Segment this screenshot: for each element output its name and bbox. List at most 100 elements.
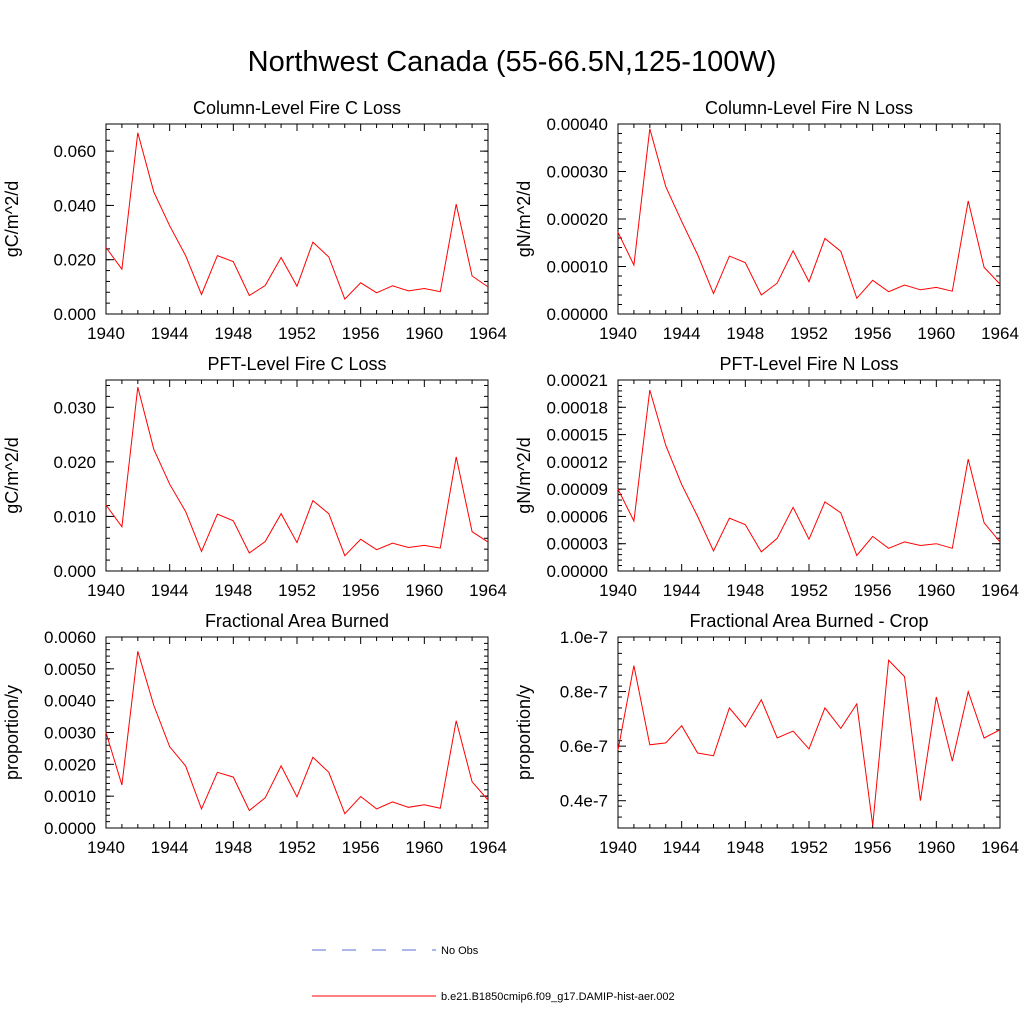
y-tick-label: 0.00021 <box>547 371 608 390</box>
x-tick-label: 1952 <box>278 324 316 343</box>
chart-panel-3: 1940 1944 1948 1952 1956 1960 1964 0.000 0.010 0.… <box>2 354 507 600</box>
y-tick-label: 0.00000 <box>547 562 608 581</box>
chart-panel-6: 1940 1944 1948 1952 1956 1960 1964 0.4e-7 0.6e-7… <box>514 611 1019 857</box>
y-tick-label: 0.00003 <box>547 535 608 554</box>
plot-frame <box>617 123 1001 315</box>
figure-title: Northwest Canada (55-66.5N,125-100W) <box>247 46 777 78</box>
y-tick-label: 0.00009 <box>547 480 608 499</box>
x-tick-label: 1964 <box>981 581 1019 600</box>
x-tick-label: 1948 <box>726 581 764 600</box>
y-tick-label: 0.020 <box>53 453 96 472</box>
y-tick-label: 0.4e-7 <box>560 792 608 811</box>
x-tick-label: 1940 <box>87 838 125 857</box>
x-tick-label: 1960 <box>405 581 443 600</box>
chart-panel-2: 1940 1944 1948 1952 1956 1960 1964 0.00000 0.000… <box>514 98 1019 343</box>
plot-frame <box>105 636 489 829</box>
y-tick-label: 0.010 <box>53 507 96 526</box>
x-tick-label: 1964 <box>981 838 1019 857</box>
x-tick-label: 1960 <box>405 838 443 857</box>
series-line <box>105 132 489 301</box>
legend-label-run: b.e21.B1850cmip6.f09_g17.DAMIP-hist-aer.… <box>441 991 675 1003</box>
y-tick-label: 0.060 <box>53 142 96 161</box>
legend: No Obs b.e21.B1850cmip6.f09_g17.DAMIP-his… <box>312 945 675 1003</box>
series-line <box>105 386 489 557</box>
y-tick-label: 0.6e-7 <box>560 737 608 756</box>
x-tick-label: 1964 <box>469 838 507 857</box>
chart-panel-4: 1940 1944 1948 1952 1956 1960 1964 0.00000 0.000… <box>514 354 1019 600</box>
x-tick-label: 1964 <box>469 324 507 343</box>
y-tick-label: 0.030 <box>53 398 96 417</box>
y-tick-label: 0.0040 <box>44 692 96 711</box>
y-tick-label: 0.0030 <box>44 724 96 743</box>
x-tick-label: 1956 <box>854 838 892 857</box>
y-axis-label: gC/m^2/d <box>2 181 22 257</box>
x-tick-label: 1952 <box>278 838 316 857</box>
series-line <box>617 128 1001 300</box>
panel-title: PFT-Level Fire N Loss <box>719 354 898 374</box>
y-axis-label: gN/m^2/d <box>514 181 534 257</box>
x-tick-label: 1944 <box>663 838 701 857</box>
x-tick-label: 1960 <box>917 838 955 857</box>
legend-label-no-obs: No Obs <box>441 945 479 957</box>
y-tick-label: 0.00010 <box>547 258 608 277</box>
y-tick-label: 0.040 <box>53 196 96 215</box>
x-tick-label: 1940 <box>87 581 125 600</box>
plot-frame <box>617 379 1001 572</box>
chart-panel-1: 1940 1944 1948 1952 1956 1960 1964 0.000 0.020 0.… <box>2 98 507 343</box>
y-axis-label: gN/m^2/d <box>514 437 534 513</box>
x-tick-label: 1960 <box>405 324 443 343</box>
x-tick-label: 1952 <box>790 581 828 600</box>
chart-panel-5: 1940 1944 1948 1952 1956 1960 1964 0.0000 0.0010… <box>2 611 507 857</box>
y-tick-label: 0.00006 <box>547 507 608 526</box>
series-line <box>617 389 1001 557</box>
y-tick-label: 0.0000 <box>44 819 96 838</box>
y-tick-label: 0.000 <box>53 562 96 581</box>
x-tick-label: 1944 <box>151 324 189 343</box>
y-axis-label: proportion/y <box>514 685 534 780</box>
x-tick-label: 1944 <box>151 581 189 600</box>
y-tick-label: 1.0e-7 <box>560 628 608 647</box>
x-tick-label: 1940 <box>599 581 637 600</box>
x-tick-label: 1964 <box>981 324 1019 343</box>
y-tick-label: 0.00015 <box>547 426 608 445</box>
x-tick-label: 1960 <box>917 581 955 600</box>
x-tick-label: 1956 <box>854 581 892 600</box>
x-tick-label: 1952 <box>790 838 828 857</box>
x-tick-label: 1956 <box>854 324 892 343</box>
y-axis-label: gC/m^2/d <box>2 437 22 513</box>
x-tick-label: 1940 <box>87 324 125 343</box>
series-line <box>617 659 1001 826</box>
y-tick-label: 0.000 <box>53 305 96 324</box>
y-tick-label: 0.00020 <box>547 210 608 229</box>
x-tick-label: 1940 <box>599 838 637 857</box>
x-tick-label: 1944 <box>663 581 701 600</box>
panel-title: Column-Level Fire N Loss <box>705 98 913 118</box>
y-tick-label: 0.0050 <box>44 660 96 679</box>
x-tick-label: 1956 <box>342 838 380 857</box>
y-tick-label: 0.00012 <box>547 453 608 472</box>
x-tick-label: 1948 <box>726 324 764 343</box>
panel-title: Fractional Area Burned <box>205 611 389 631</box>
panel-title: PFT-Level Fire C Loss <box>207 354 386 374</box>
y-tick-label: 0.00030 <box>547 163 608 182</box>
y-tick-label: 0.0010 <box>44 787 96 806</box>
x-tick-label: 1956 <box>342 581 380 600</box>
y-tick-label: 0.00040 <box>547 115 608 134</box>
x-tick-label: 1948 <box>726 838 764 857</box>
panel-title: Column-Level Fire C Loss <box>193 98 401 118</box>
x-tick-label: 1960 <box>917 324 955 343</box>
y-tick-label: 0.00018 <box>547 398 608 417</box>
x-tick-label: 1948 <box>214 581 252 600</box>
x-tick-label: 1940 <box>599 324 637 343</box>
y-tick-label: 0.020 <box>53 251 96 270</box>
x-tick-label: 1948 <box>214 324 252 343</box>
y-axis-label: proportion/y <box>2 685 22 780</box>
x-tick-label: 1964 <box>469 581 507 600</box>
y-tick-label: 0.0060 <box>44 628 96 647</box>
x-tick-label: 1944 <box>663 324 701 343</box>
x-tick-label: 1956 <box>342 324 380 343</box>
panel-title: Fractional Area Burned - Crop <box>689 611 928 631</box>
y-tick-label: 0.00000 <box>547 305 608 324</box>
y-tick-label: 0.8e-7 <box>560 683 608 702</box>
